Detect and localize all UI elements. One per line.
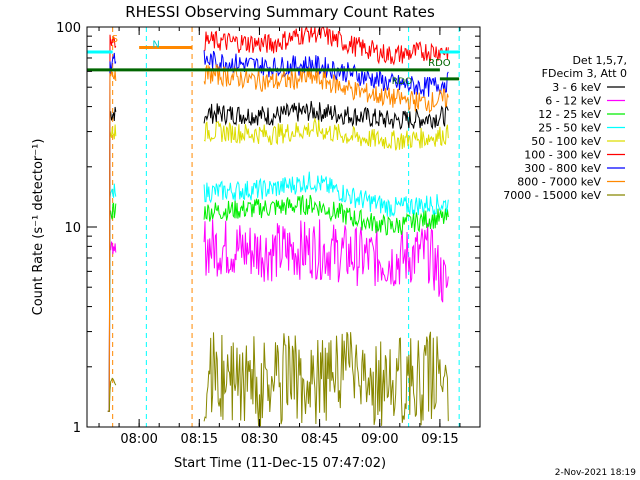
series-line-1 xyxy=(203,219,449,303)
rdo-flag-label-2: RDO xyxy=(392,77,412,87)
chart-title: RHESSI Observing Summary Count Rates xyxy=(125,3,435,21)
y-tick-label-1: 10 xyxy=(64,221,81,236)
series-line-0 xyxy=(203,100,449,130)
legend-label-0: 3 - 6 keV xyxy=(552,81,601,94)
x-tick-label-4: 09:00 xyxy=(361,432,398,447)
y-tick-label-0: 1 xyxy=(73,421,81,436)
legend-header-0: Det 1,5,7, xyxy=(572,54,627,67)
series-line-8 xyxy=(203,331,449,427)
legend-label-6: 300 - 800 keV xyxy=(524,162,601,175)
y-axis-label: Count Rate (s⁻¹ detector⁻¹) xyxy=(31,139,46,316)
legend-label-7: 800 - 7000 keV xyxy=(517,176,601,189)
series-line-3 xyxy=(203,171,449,217)
series-line-5 xyxy=(203,26,449,66)
legend-header-1: FDecim 3, Att 0 xyxy=(542,67,627,80)
plot-area: S N RDO RDO xyxy=(87,26,460,427)
x-tick-label-3: 08:45 xyxy=(301,432,338,447)
x-tick-label-0: 08:00 xyxy=(120,432,157,447)
series-line-2 xyxy=(203,194,449,236)
night-flag-label: N xyxy=(152,39,159,50)
rdo-flag-label: RDO xyxy=(428,58,451,69)
y-tick-label-2: 100 xyxy=(56,21,81,36)
legend-label-4: 50 - 100 keV xyxy=(531,135,601,148)
series-early-8 xyxy=(107,377,117,412)
x-tick-label-1: 08:15 xyxy=(181,432,218,447)
saa-flag-label: S xyxy=(112,34,118,45)
x-tick-label-5: 09:15 xyxy=(421,432,458,447)
axes: 08:00 08:15 08:30 08:45 09:00 09:15 1 10 100 xyxy=(56,21,480,447)
series-line-7 xyxy=(203,64,449,114)
legend-label-3: 25 - 50 keV xyxy=(538,122,601,135)
legend-label-5: 100 - 300 keV xyxy=(524,149,601,162)
x-axis-label: Start Time (11-Dec-15 07:47:02) xyxy=(174,456,386,471)
legend-label-1: 6 - 12 keV xyxy=(545,95,601,108)
footer-date: 2-Nov-2021 18:19 xyxy=(555,468,637,478)
legend-label-2: 12 - 25 keV xyxy=(538,108,601,121)
series-line-4 xyxy=(203,117,449,151)
legend-label-8: 7000 - 15000 keV xyxy=(503,189,601,202)
x-tick-label-2: 08:30 xyxy=(241,432,278,447)
